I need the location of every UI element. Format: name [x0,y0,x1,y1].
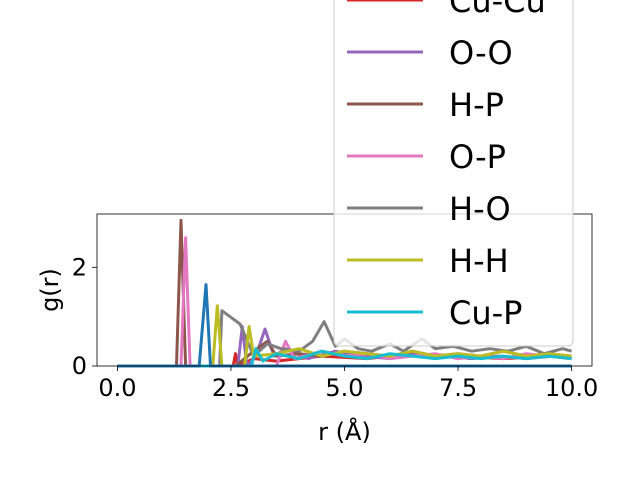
y-tick-label: 2 [72,253,87,281]
x-axis: 0.0 2.5 5.0 7.5 10.0 [98,366,598,402]
x-tick-label: 0.0 [98,374,136,402]
legend-entries: Cu-Cu O-O H-P O-P H-O H-H Cu-P [347,0,546,332]
legend-label-o-p: O-P [449,138,506,176]
series-line-cu-p [117,347,572,368]
x-tick-label: 10.0 [545,374,598,402]
y-axis: 02 [72,253,97,380]
legend-label-cu-p: Cu-P [449,294,522,332]
x-axis-label: r (Å) [318,417,371,446]
y-tick-label: 0 [72,352,87,380]
legend: Cu-Cu O-O H-P O-P H-O H-H Cu-P [333,0,574,347]
legend-label-h-p: H-P [449,86,504,124]
x-tick-label: 2.5 [212,374,250,402]
x-tick-label: 7.5 [439,374,477,402]
x-tick-label: 5.0 [325,374,363,402]
legend-label-h-o: H-O [449,190,511,228]
y-axis-label: g(r) [36,268,64,312]
legend-label-cu-cu: Cu-Cu [449,0,546,20]
legend-label-h-h: H-H [449,242,509,280]
legend-label-o-o: O-O [449,34,513,72]
